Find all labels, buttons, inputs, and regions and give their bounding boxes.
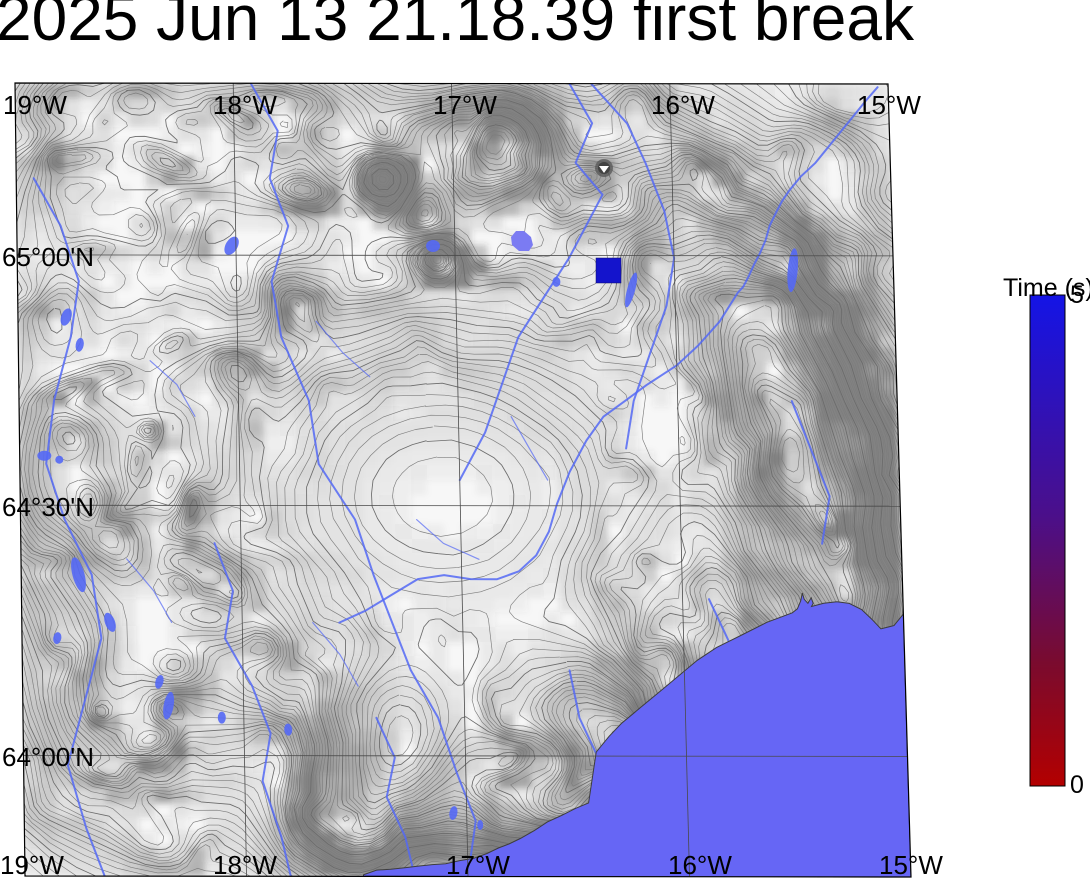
svg-text:0: 0 bbox=[1070, 771, 1084, 799]
svg-text:5: 5 bbox=[1070, 281, 1084, 309]
